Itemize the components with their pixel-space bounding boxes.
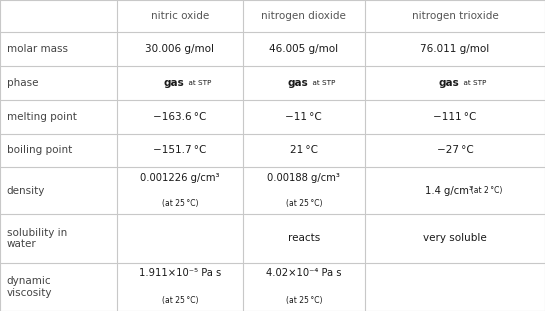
Text: (at 25 °C): (at 25 °C): [162, 296, 198, 305]
Text: 76.011 g/mol: 76.011 g/mol: [420, 44, 490, 54]
Text: 21 °C: 21 °C: [290, 146, 318, 156]
Text: nitric oxide: nitric oxide: [151, 11, 209, 21]
Text: very soluble: very soluble: [423, 233, 487, 243]
Text: melting point: melting point: [7, 112, 76, 122]
Text: 30.006 g/mol: 30.006 g/mol: [146, 44, 214, 54]
Text: −27 °C: −27 °C: [437, 146, 474, 156]
Text: nitrogen trioxide: nitrogen trioxide: [411, 11, 499, 21]
Text: gas: gas: [164, 78, 184, 88]
Text: 0.001226 g/cm³: 0.001226 g/cm³: [140, 173, 220, 183]
Text: (at 2 °C): (at 2 °C): [466, 186, 502, 195]
Text: (at 25 °C): (at 25 °C): [162, 199, 198, 208]
Text: gas: gas: [439, 78, 459, 88]
Text: gas: gas: [288, 78, 308, 88]
Text: −163.6 °C: −163.6 °C: [153, 112, 207, 122]
Text: −111 °C: −111 °C: [433, 112, 477, 122]
Text: at STP: at STP: [459, 80, 487, 86]
Text: 4.02×10⁻⁴ Pa s: 4.02×10⁻⁴ Pa s: [266, 268, 342, 278]
Text: density: density: [7, 186, 45, 196]
Text: at STP: at STP: [308, 80, 336, 86]
Text: 1.4 g/cm³: 1.4 g/cm³: [425, 186, 473, 196]
Text: solubility in
water: solubility in water: [7, 228, 67, 249]
Text: 1.911×10⁻⁵ Pa s: 1.911×10⁻⁵ Pa s: [139, 268, 221, 278]
Text: −151.7 °C: −151.7 °C: [153, 146, 207, 156]
Text: (at 25 °C): (at 25 °C): [286, 296, 322, 305]
Text: phase: phase: [7, 78, 38, 88]
Text: reacts: reacts: [288, 233, 320, 243]
Text: molar mass: molar mass: [7, 44, 68, 54]
Text: −11 °C: −11 °C: [286, 112, 322, 122]
Text: dynamic
viscosity: dynamic viscosity: [7, 276, 52, 298]
Text: 46.005 g/mol: 46.005 g/mol: [269, 44, 338, 54]
Text: 0.00188 g/cm³: 0.00188 g/cm³: [268, 173, 340, 183]
Text: boiling point: boiling point: [7, 146, 72, 156]
Text: at STP: at STP: [184, 80, 211, 86]
Text: nitrogen dioxide: nitrogen dioxide: [262, 11, 346, 21]
Text: (at 25 °C): (at 25 °C): [286, 199, 322, 208]
